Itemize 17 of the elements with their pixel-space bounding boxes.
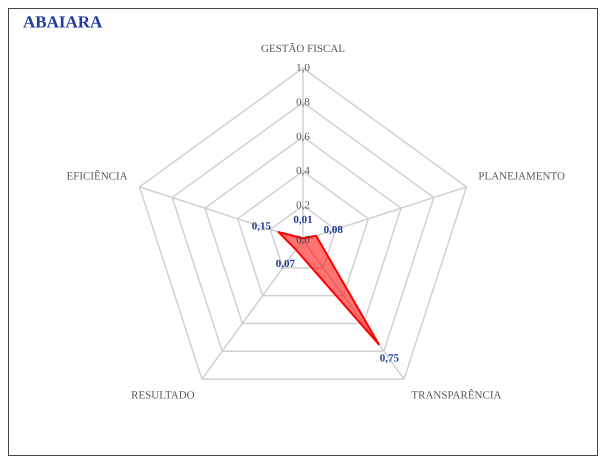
y-tick-label: 0,2 (296, 200, 310, 212)
spoke-label: RESULTADO (131, 390, 195, 402)
data-label: 0,07 (276, 258, 296, 270)
chart-title: ABAIARA (23, 12, 104, 32)
y-tick-label: 0,4 (296, 165, 310, 178)
data-label: 0,75 (380, 352, 400, 365)
y-tick-label: 0,0 (296, 234, 310, 246)
y-tick-label: 1,0 (296, 62, 310, 74)
y-tick-label: 0,8 (296, 96, 310, 108)
spoke-label: EFICIÊNCIA (66, 169, 128, 182)
y-tick-label: 0,6 (296, 130, 310, 143)
data-label: 0,08 (324, 224, 344, 236)
spoke-label: TRANSPARÊNCIA (411, 388, 502, 402)
spoke-label: GESTÃO FISCAL (260, 42, 346, 55)
data-label: 0,15 (252, 220, 272, 232)
spoke-label: PLANEJAMENTO (478, 170, 566, 182)
data-label: 0,01 (293, 214, 313, 226)
